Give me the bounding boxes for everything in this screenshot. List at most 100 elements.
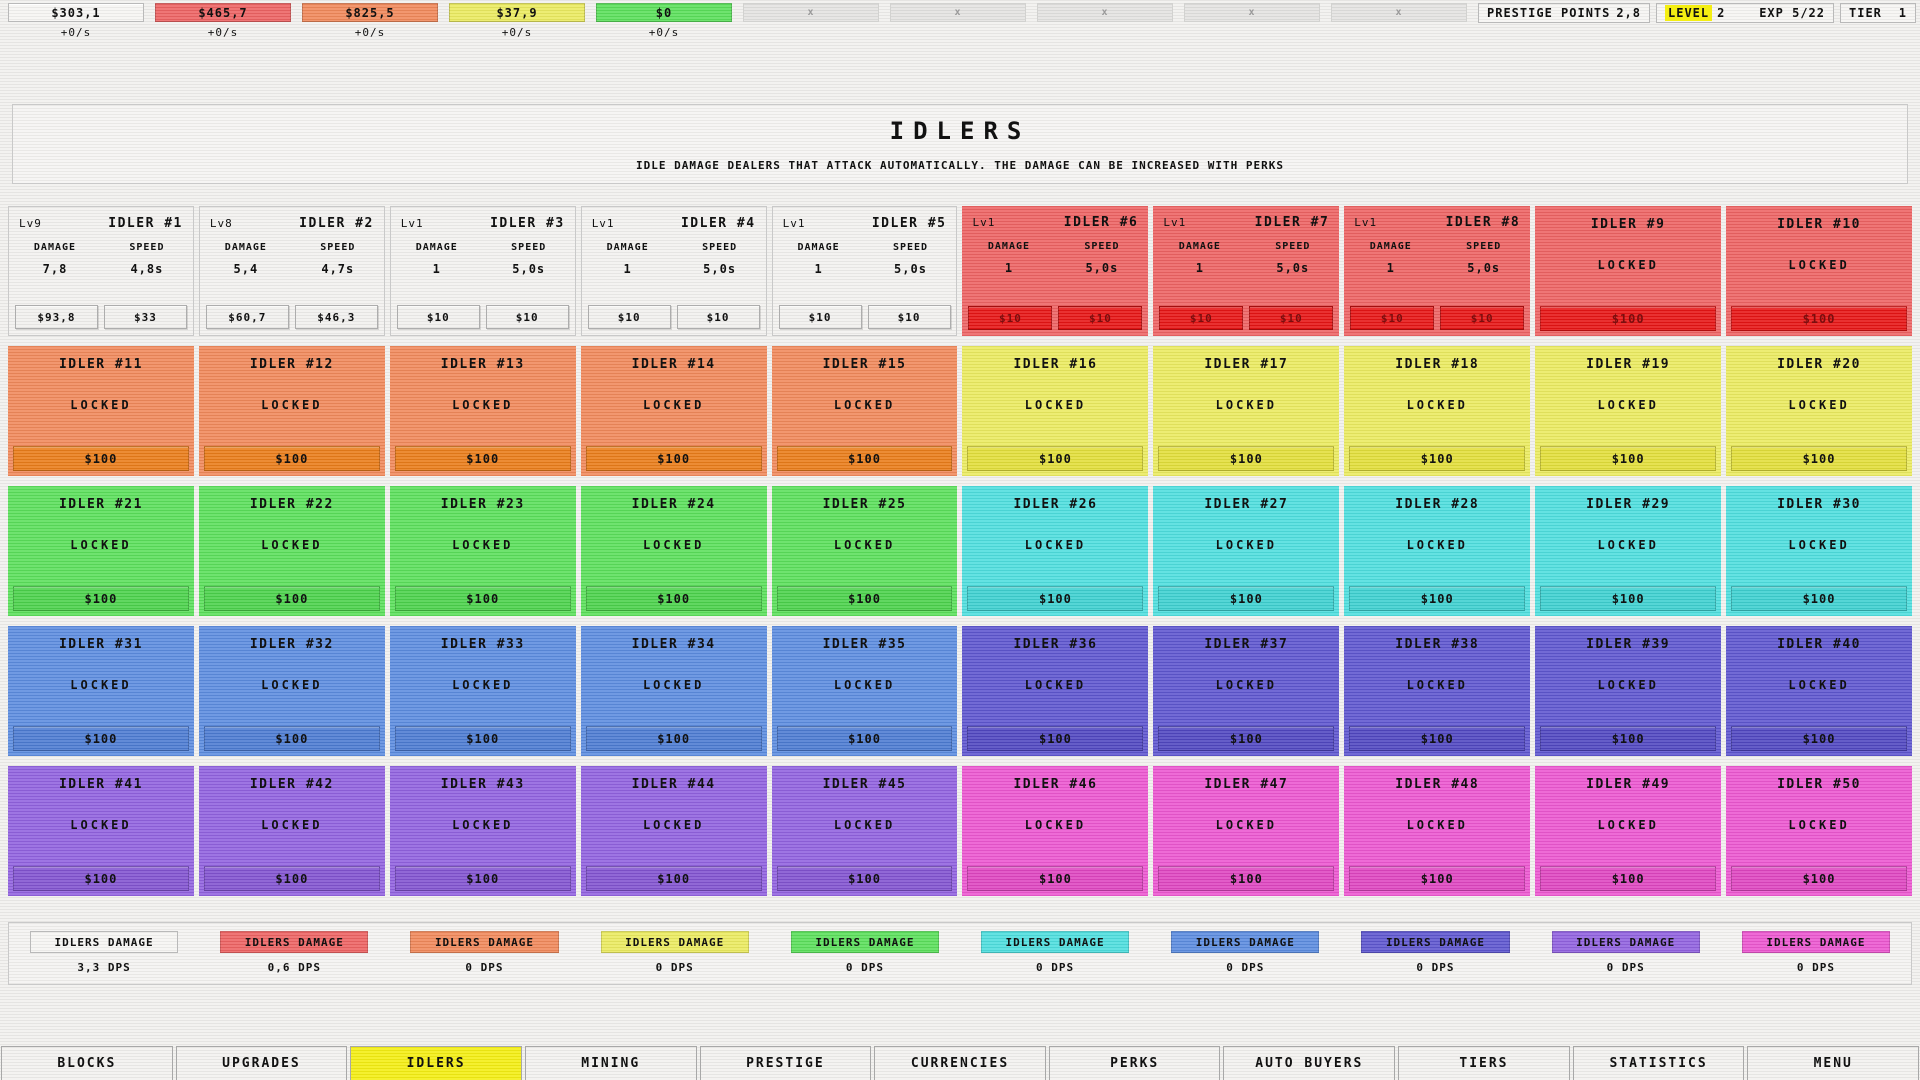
- nav-tab-tiers[interactable]: TIERS: [1398, 1046, 1570, 1080]
- idler-card-17: IDLER #17 LOCKED $100: [1153, 346, 1340, 476]
- currency-slot-5: $0 +0/s: [596, 3, 732, 39]
- unlock-idler-button[interactable]: $100: [776, 446, 953, 471]
- nav-tab-mining[interactable]: MINING: [524, 1046, 697, 1080]
- nav-tab-prestige[interactable]: PRESTIGE: [699, 1046, 872, 1080]
- locked-label: LOCKED: [452, 818, 514, 832]
- unlock-idler-button[interactable]: $100: [203, 726, 380, 751]
- buy-speed-button[interactable]: $46,3: [294, 305, 378, 329]
- idlers-damage-chip-orange: IDLERS DAMAGE: [410, 931, 559, 953]
- buy-speed-button[interactable]: $10: [1058, 306, 1143, 330]
- idlers-header-panel: IDLERS IDLE DAMAGE DEALERS THAT ATTACK A…: [12, 104, 1908, 184]
- idler-card-2: Lv8 IDLER #2 DAMAGE SPEED 5,4 4,7s $60,7 $46,3: [198, 206, 385, 336]
- unlock-idler-button[interactable]: $100: [1158, 446, 1335, 471]
- buy-speed-button[interactable]: $10: [867, 305, 951, 329]
- unlock-idler-button[interactable]: $100: [1349, 866, 1526, 891]
- unlock-idler-button[interactable]: $100: [394, 866, 571, 891]
- nav-tab-menu[interactable]: MENU: [1747, 1046, 1920, 1080]
- unlock-idler-button[interactable]: $100: [1540, 866, 1717, 891]
- idler-stat-labels: DAMAGE SPEED: [773, 242, 957, 253]
- currency-slot-empty: x: [1184, 3, 1320, 22]
- locked-label: LOCKED: [261, 398, 323, 412]
- buy-damage-button[interactable]: $10: [396, 305, 480, 329]
- unlock-idler-button[interactable]: $100: [1540, 446, 1717, 471]
- idler-card-24: IDLER #24 LOCKED $100: [580, 486, 767, 616]
- locked-label: LOCKED: [1215, 398, 1278, 412]
- buy-damage-button[interactable]: $10: [1159, 306, 1244, 330]
- unlock-idler-button[interactable]: $100: [1349, 446, 1526, 471]
- buy-speed-button[interactable]: $10: [1249, 306, 1334, 330]
- unlock-idler-button[interactable]: $100: [1540, 586, 1717, 611]
- idler-buy-row: $10 $10: [968, 306, 1143, 330]
- idler-card-11: IDLER #11 LOCKED $100: [8, 346, 194, 476]
- unlock-idler-button[interactable]: $100: [967, 446, 1144, 471]
- buy-damage-button[interactable]: $10: [968, 306, 1053, 330]
- unlock-idler-button[interactable]: $100: [776, 866, 953, 891]
- nav-tab-idlers[interactable]: IDLERS: [350, 1046, 522, 1080]
- unlock-idler-button[interactable]: $100: [13, 586, 189, 611]
- unlock-idler-button[interactable]: $100: [1731, 446, 1907, 471]
- unlock-idler-button[interactable]: $100: [394, 446, 571, 471]
- nav-tab-upgrades[interactable]: UPGRADES: [175, 1046, 348, 1080]
- unlock-idler-button[interactable]: $100: [203, 866, 380, 891]
- idler-level: Lv1: [972, 216, 996, 229]
- locked-label: LOCKED: [70, 818, 132, 832]
- unlock-idler-button[interactable]: $100: [585, 446, 762, 471]
- buy-speed-button[interactable]: $10: [1440, 306, 1525, 330]
- idlers-dps-value: 0 DPS: [1606, 961, 1645, 974]
- currency-row: $303,1 +0/s $465,7 +0/s $825,5 +0/s $37,9 +0/s $…: [8, 3, 1478, 39]
- unlock-idler-button[interactable]: $100: [13, 866, 189, 891]
- unlock-idler-button[interactable]: $100: [1158, 726, 1335, 751]
- unlock-idler-button[interactable]: $100: [776, 726, 953, 751]
- unlock-idler-button[interactable]: $100: [776, 586, 953, 611]
- nav-tab-blocks[interactable]: BLOCKS: [1, 1046, 173, 1080]
- unlock-idler-button[interactable]: $100: [394, 726, 571, 751]
- buy-speed-button[interactable]: $10: [485, 305, 569, 329]
- speed-label: SPEED: [511, 242, 547, 253]
- unlock-idler-button[interactable]: $100: [203, 586, 380, 611]
- unlock-idler-button[interactable]: $100: [967, 586, 1144, 611]
- unlock-idler-button[interactable]: $100: [1349, 726, 1526, 751]
- nav-tab-currencies[interactable]: CURRENCIES: [874, 1046, 1046, 1080]
- buy-damage-button[interactable]: $10: [778, 305, 862, 329]
- unlock-idler-button[interactable]: $100: [1731, 866, 1907, 891]
- buy-damage-button[interactable]: $60,7: [205, 305, 289, 329]
- unlock-idler-button[interactable]: $100: [1540, 306, 1717, 331]
- idlers-damage-row: IDLERS DAMAGE IDLERS DAMAGE IDLERS DAMAGE I…: [9, 931, 1911, 953]
- unlock-idler-button[interactable]: $100: [585, 866, 762, 891]
- idler-card-header: Lv1 IDLER #5: [773, 207, 957, 231]
- unlock-idler-button[interactable]: $100: [585, 586, 762, 611]
- buy-damage-button[interactable]: $10: [587, 305, 671, 329]
- unlock-idler-button[interactable]: $100: [13, 446, 189, 471]
- buy-speed-button[interactable]: $33: [103, 305, 187, 329]
- buy-damage-button[interactable]: $10: [1350, 306, 1435, 330]
- buy-damage-button[interactable]: $93,8: [15, 305, 98, 329]
- nav-tab-auto-buyers[interactable]: AUTO BUYERS: [1223, 1046, 1396, 1080]
- unlock-idler-button[interactable]: $100: [585, 726, 762, 751]
- idler-card-32: IDLER #32 LOCKED $100: [198, 626, 385, 756]
- unlock-idler-button[interactable]: $100: [1158, 586, 1335, 611]
- unlock-idler-button[interactable]: $100: [1158, 866, 1335, 891]
- unlock-idler-button[interactable]: $100: [1731, 586, 1907, 611]
- unlock-idler-button[interactable]: $100: [967, 866, 1144, 891]
- unlock-idler-button[interactable]: $100: [1349, 586, 1526, 611]
- damage-value: 1: [623, 262, 632, 276]
- currency-slot-empty: x: [743, 3, 879, 22]
- unlock-idler-button[interactable]: $100: [1731, 306, 1907, 331]
- idler-card-1: Lv9 IDLER #1 DAMAGE SPEED 7,8 4,8s $93,8 $33: [8, 206, 194, 336]
- nav-tab-perks[interactable]: PERKS: [1048, 1046, 1221, 1080]
- currency-slot-7: x: [890, 3, 1026, 39]
- buy-speed-button[interactable]: $10: [676, 305, 760, 329]
- unlock-idler-button[interactable]: $100: [967, 726, 1144, 751]
- currency-slot-9: x: [1184, 3, 1320, 39]
- unlock-idler-button[interactable]: $100: [13, 726, 189, 751]
- unlock-idler-button[interactable]: $100: [1731, 726, 1907, 751]
- nav-tab-statistics[interactable]: STATISTICS: [1572, 1046, 1745, 1080]
- idler-card-9: IDLER #9 LOCKED $100: [1535, 206, 1722, 336]
- damage-value: 1: [432, 262, 441, 276]
- unlock-idler-button[interactable]: $100: [203, 446, 380, 471]
- idler-card-42: IDLER #42 LOCKED $100: [198, 766, 385, 896]
- unlock-idler-button[interactable]: $100: [1540, 726, 1717, 751]
- idler-name: IDLER #18: [1395, 357, 1480, 372]
- unlock-idler-button[interactable]: $100: [394, 586, 571, 611]
- idler-name: IDLER #34: [631, 637, 716, 652]
